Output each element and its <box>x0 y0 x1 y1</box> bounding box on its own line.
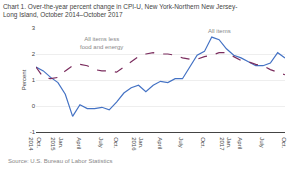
svg-text:April: April <box>76 137 82 149</box>
svg-text:Jan.2016: Jan.2016 <box>131 137 145 151</box>
svg-text:July: July <box>259 137 265 148</box>
svg-text:July: July <box>178 137 184 148</box>
svg-text:Percent: Percent <box>21 69 27 90</box>
svg-text:Jan.2015: Jan.2015 <box>50 137 64 151</box>
svg-text:1: 1 <box>32 77 36 83</box>
svg-text:All items lessfood and energy: All items lessfood and energy <box>80 36 123 50</box>
svg-text:Oct.2014: Oct.2014 <box>28 137 42 151</box>
svg-text:All items: All items <box>208 28 231 34</box>
svg-text:0: 0 <box>32 103 36 109</box>
svg-text:2: 2 <box>32 51 36 57</box>
svg-text:Chart 1. Over-the-year percent: Chart 1. Over-the-year percent change in… <box>3 3 237 19</box>
svg-text:April: April <box>157 137 163 149</box>
svg-text:July: July <box>98 137 104 148</box>
svg-text:Oct.: Oct. <box>200 137 206 148</box>
svg-text:3: 3 <box>32 25 36 31</box>
svg-text:April: April <box>237 137 243 149</box>
svg-text:Source: U.S. Bureau of Labor S: Source: U.S. Bureau of Labor Statistics <box>8 158 112 164</box>
svg-text:Oct.: Oct. <box>281 137 287 148</box>
svg-text:Oct.: Oct. <box>113 137 119 148</box>
svg-text:Jan.2017: Jan.2017 <box>219 137 233 151</box>
svg-text:-1: -1 <box>30 129 36 135</box>
